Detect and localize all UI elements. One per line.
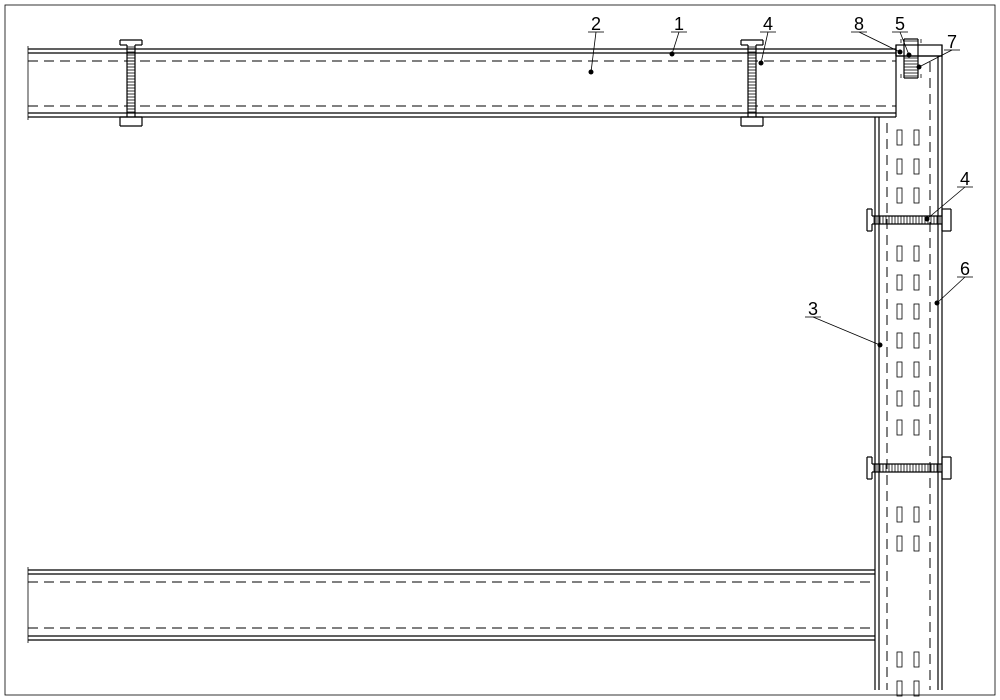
svg-text:5: 5 <box>895 14 905 34</box>
svg-text:6: 6 <box>960 259 970 279</box>
svg-text:8: 8 <box>854 14 864 34</box>
svg-text:4: 4 <box>763 14 773 34</box>
svg-text:2: 2 <box>591 14 601 34</box>
svg-text:4: 4 <box>960 169 970 189</box>
svg-text:1: 1 <box>674 14 684 34</box>
svg-text:3: 3 <box>808 299 818 319</box>
svg-text:7: 7 <box>947 32 957 52</box>
